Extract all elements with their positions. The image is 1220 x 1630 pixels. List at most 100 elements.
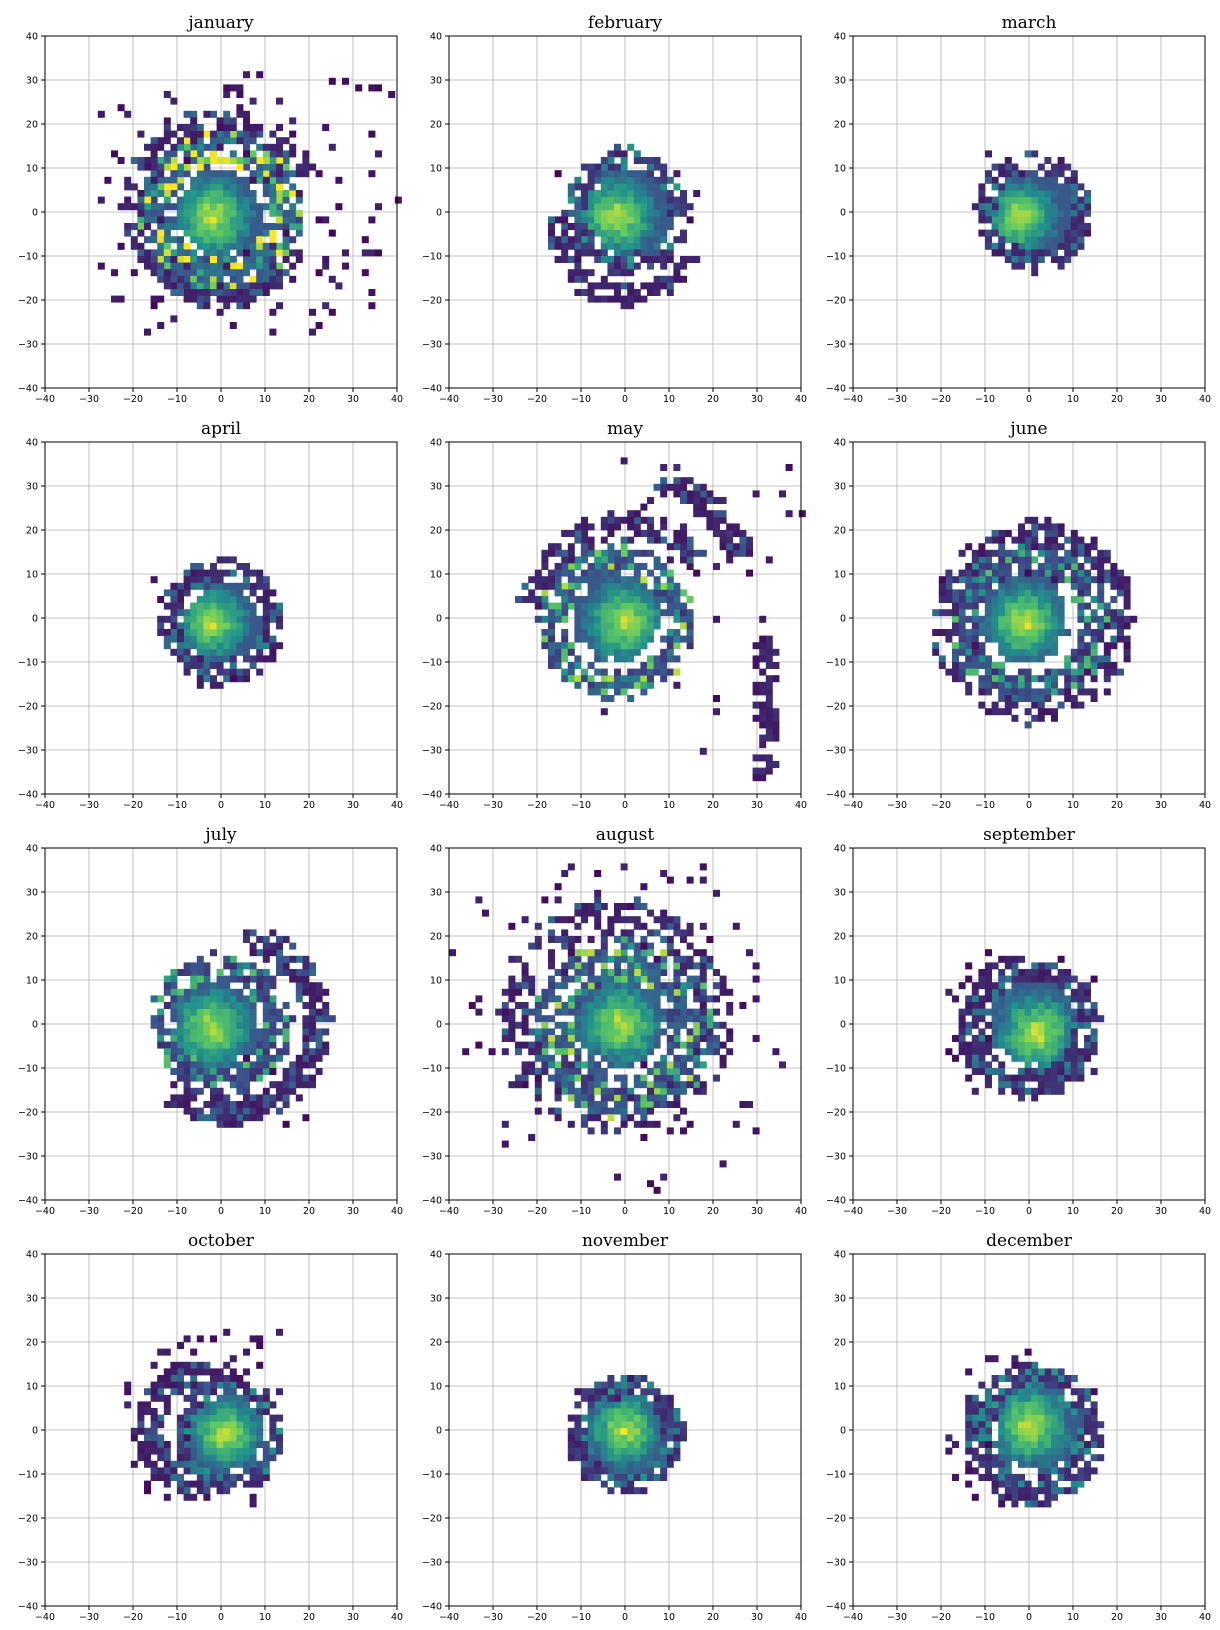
heatmap-bin — [243, 143, 250, 151]
heatmap-bin — [289, 190, 297, 197]
heatmap-bin — [170, 1081, 178, 1089]
heatmap-bin — [985, 982, 992, 990]
heatmap-bin — [600, 1035, 608, 1042]
heatmap-bin — [985, 569, 992, 577]
heatmap-bin — [567, 1094, 575, 1102]
heatmap-bin — [719, 988, 727, 996]
heatmap-bin — [548, 949, 555, 957]
heatmap-bin — [462, 1048, 470, 1056]
heatmap-bin — [958, 629, 966, 636]
heatmap-bin — [647, 629, 654, 636]
heatmap-bin — [1097, 596, 1105, 603]
heatmap-bin — [640, 563, 648, 570]
heatmap-bin — [276, 97, 283, 105]
heatmap-bin — [574, 563, 582, 570]
heatmap-bin — [561, 556, 569, 564]
heatmap-bin — [633, 1120, 641, 1128]
y-tick-label: 20 — [26, 526, 38, 537]
heatmap-bin — [706, 1021, 714, 1029]
heatmap-bin — [587, 543, 595, 551]
heatmap-bin — [978, 1054, 986, 1062]
heatmap-bin — [223, 196, 231, 204]
heatmap-bin — [216, 1008, 224, 1016]
heatmap-bin — [302, 150, 310, 158]
heatmap-bin — [673, 543, 681, 551]
heatmap-bin — [508, 1021, 516, 1029]
heatmap-bin — [985, 1041, 992, 1049]
heatmap-bin — [144, 157, 151, 164]
heatmap-bin — [190, 282, 198, 290]
heatmap-bin — [157, 209, 165, 217]
heatmap-bin — [561, 589, 569, 597]
y-tick-label: −10 — [18, 658, 38, 669]
heatmap-bin — [203, 615, 211, 623]
heatmap-bin — [991, 196, 999, 204]
heatmap-bin — [1018, 530, 1025, 537]
heatmap-bin — [229, 1381, 237, 1389]
heatmap-bin — [196, 1427, 204, 1435]
heatmap-bin — [196, 289, 204, 296]
heatmap-bin — [170, 249, 178, 257]
heatmap-bin — [521, 1068, 529, 1075]
heatmap-bin — [236, 969, 244, 976]
x-tick-label: 20 — [1111, 394, 1123, 405]
heatmap-bin — [567, 1061, 575, 1069]
heatmap-bin — [528, 589, 536, 597]
heatmap-bin — [262, 1460, 270, 1468]
heatmap-bin — [541, 589, 549, 597]
heatmap-bin — [1024, 995, 1032, 1003]
heatmap-bin — [124, 176, 132, 184]
heatmap-bin — [322, 1015, 330, 1023]
heatmap-bin — [144, 183, 151, 191]
heatmap-bin — [256, 1035, 264, 1042]
heatmap-bin — [190, 1467, 198, 1475]
heatmap-bin — [216, 1028, 224, 1036]
heatmap-bin — [508, 1015, 516, 1023]
heatmap-bin — [607, 236, 615, 244]
heatmap-bin — [117, 104, 125, 112]
heatmap-bin — [302, 163, 310, 171]
heatmap-bin — [653, 229, 661, 237]
heatmap-bin — [170, 596, 178, 603]
heatmap-bin — [163, 150, 171, 158]
heatmap-bin — [633, 1054, 641, 1062]
heatmap-bin — [554, 1068, 562, 1075]
heatmap-bin — [587, 1048, 595, 1056]
heatmap-bin — [249, 157, 257, 164]
heatmap-bin — [508, 988, 516, 996]
heatmap-bin — [223, 675, 231, 683]
heatmap-bin — [554, 602, 562, 610]
heatmap-bin — [673, 236, 681, 244]
heatmap-bin — [177, 1054, 184, 1062]
heatmap-bin — [236, 1041, 244, 1049]
heatmap-bin — [660, 1061, 668, 1069]
heatmap-bin — [567, 675, 575, 683]
heatmap-bin — [249, 988, 257, 996]
heatmap-bin — [614, 615, 621, 623]
heatmap-bin — [666, 203, 674, 211]
heatmap-bin — [594, 1041, 602, 1049]
heatmap-bin — [653, 1068, 661, 1075]
heatmap-bin — [150, 163, 158, 171]
heatmap-bin — [1018, 1021, 1025, 1029]
heatmap-bin — [581, 1035, 588, 1042]
heatmap-bin — [660, 282, 668, 290]
heatmap-bin — [368, 249, 376, 257]
heatmap-bin — [249, 124, 257, 131]
heatmap-bin — [1084, 190, 1091, 197]
heatmap-bin — [607, 183, 615, 191]
heatmap-bin — [216, 269, 224, 277]
heatmap-bin — [607, 681, 615, 689]
heatmap-bin — [581, 1015, 588, 1023]
heatmap-bin — [699, 1015, 707, 1023]
heatmap-bin — [144, 1460, 151, 1468]
heatmap-bin — [971, 655, 979, 663]
y-tick-label: −40 — [422, 1196, 442, 1207]
heatmap-bin — [620, 209, 628, 217]
heatmap-bin — [282, 1094, 290, 1102]
heatmap-bin — [1018, 695, 1025, 702]
heatmap-bin — [548, 576, 555, 584]
heatmap-bin — [236, 1068, 244, 1075]
heatmap-bin — [342, 77, 349, 85]
heatmap-bin — [594, 975, 602, 983]
